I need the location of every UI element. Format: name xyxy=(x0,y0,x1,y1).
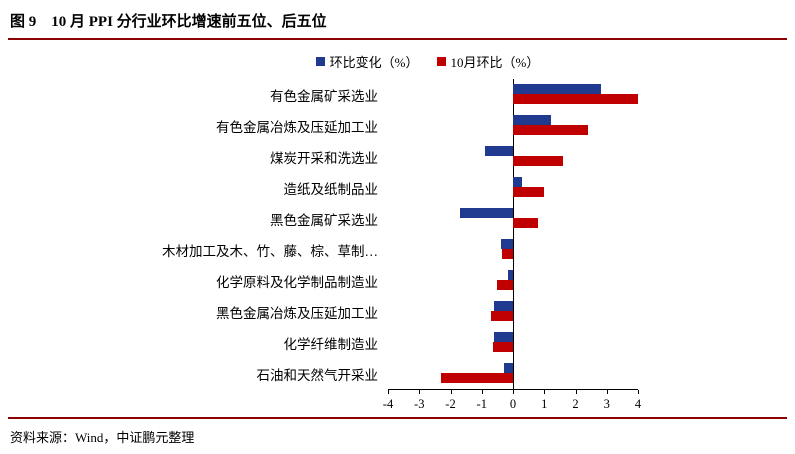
bar-mom-change xyxy=(513,115,551,125)
category-label: 有色金属矿采选业 xyxy=(270,88,378,104)
figure-title: 图 9 10 月 PPI 分行业环比增速前五位、后五位 xyxy=(10,14,327,30)
category-label: 黑色金属冶炼及压延加工业 xyxy=(216,305,378,321)
bar-oct-mom xyxy=(513,94,638,104)
bar-oct-mom xyxy=(502,249,513,259)
axis-tick-label: 2 xyxy=(572,397,579,411)
category-label: 黑色金属矿采选业 xyxy=(270,212,378,228)
bar-oct-mom xyxy=(492,342,513,352)
bar-mom-change xyxy=(494,332,513,342)
axis-tick-label: 1 xyxy=(541,397,548,411)
bar-zone xyxy=(388,203,638,234)
chart-row: 造纸及纸制品业 xyxy=(0,172,795,203)
chart-row: 石油和天然气开采业 xyxy=(0,358,795,389)
bar-zone xyxy=(388,327,638,358)
chart-row: 有色金属冶炼及压延加工业 xyxy=(0,110,795,141)
bottom-rule xyxy=(8,417,787,419)
bar-zone xyxy=(388,141,638,172)
bar-zone xyxy=(388,79,638,110)
bar-oct-mom xyxy=(513,156,563,166)
chart-row: 化学纤维制造业 xyxy=(0,327,795,358)
bar-mom-change xyxy=(503,363,513,373)
bar-oct-mom xyxy=(441,373,513,383)
axis-tick-label: -3 xyxy=(414,397,425,411)
axis-tick-label: 3 xyxy=(603,397,610,411)
legend-label-mom-change: 环比变化（%） xyxy=(329,55,419,70)
bar-oct-mom xyxy=(513,125,588,135)
category-label: 化学纤维制造业 xyxy=(283,336,379,352)
top-rule xyxy=(8,38,787,40)
bar-mom-change xyxy=(500,239,513,249)
category-label: 有色金属冶炼及压延加工业 xyxy=(216,119,378,135)
chart-row: 化学原料及化学制品制造业 xyxy=(0,265,795,296)
axis-tick-label: -1 xyxy=(476,397,487,411)
legend-item-mom-change: 环比变化（%） xyxy=(315,52,419,71)
bar-zone xyxy=(388,265,638,296)
legend-swatch-oct-mom xyxy=(436,57,446,66)
chart-row: 黑色金属冶炼及压延加工业 xyxy=(0,296,795,327)
axis-tick xyxy=(450,390,452,394)
axis-tick xyxy=(419,390,421,394)
bar-zone xyxy=(388,110,638,141)
legend-swatch-mom-change xyxy=(315,57,325,66)
axis-tick xyxy=(544,390,546,394)
bar-oct-mom xyxy=(513,218,538,228)
axis-tick xyxy=(388,390,389,394)
bar-oct-mom xyxy=(491,311,513,321)
bar-chart: 有色金属矿采选业有色金属冶炼及压延加工业煤炭开采和洗选业造纸及纸制品业黑色金属矿… xyxy=(0,79,795,389)
bar-mom-change xyxy=(459,208,513,218)
bar-zone xyxy=(388,172,638,203)
category-label: 造纸及纸制品业 xyxy=(283,181,379,197)
bar-zone xyxy=(388,296,638,327)
axis-tick xyxy=(606,390,608,394)
bar-mom-change xyxy=(484,146,513,156)
bar-zone xyxy=(388,234,638,265)
chart-row: 有色金属矿采选业 xyxy=(0,79,795,110)
axis-tick xyxy=(638,390,639,394)
chart-row: 木材加工及木、竹、藤、棕、草制… xyxy=(0,234,795,265)
axis-tick-label: -4 xyxy=(382,397,394,411)
bar-oct-mom xyxy=(513,187,545,197)
chart-legend: 环比变化（%） 10月环比（%） xyxy=(30,52,795,71)
bar-mom-change xyxy=(494,301,513,311)
legend-item-oct-mom: 10月环比（%） xyxy=(436,52,540,71)
bar-oct-mom xyxy=(497,280,513,290)
bar-mom-change xyxy=(508,270,513,280)
chart-row: 煤炭开采和洗选业 xyxy=(0,141,795,172)
category-label: 化学原料及化学制品制造业 xyxy=(216,274,378,290)
source-note: 资料来源：Wind，中证鹏元整理 xyxy=(10,430,195,445)
category-label: 石油和天然气开采业 xyxy=(256,367,379,383)
legend-label-oct-mom: 10月环比（%） xyxy=(450,55,540,70)
axis-tick-label: -2 xyxy=(445,397,456,411)
bar-mom-change xyxy=(513,84,601,94)
chart-row: 黑色金属矿采选业 xyxy=(0,203,795,234)
x-axis: -4 -3 -2 -1 0 1 2 3 4 xyxy=(383,389,642,415)
axis-tick xyxy=(575,390,577,394)
category-label: 木材加工及木、竹、藤、棕、草制… xyxy=(162,243,378,259)
category-label: 煤炭开采和洗选业 xyxy=(270,150,378,166)
bar-mom-change xyxy=(513,177,523,187)
axis-tick xyxy=(481,390,483,394)
axis-tick-label: 0 xyxy=(509,397,517,411)
axis-tick xyxy=(513,390,514,394)
axis-tick-label: 4 xyxy=(634,397,642,411)
bar-zone xyxy=(388,358,638,389)
